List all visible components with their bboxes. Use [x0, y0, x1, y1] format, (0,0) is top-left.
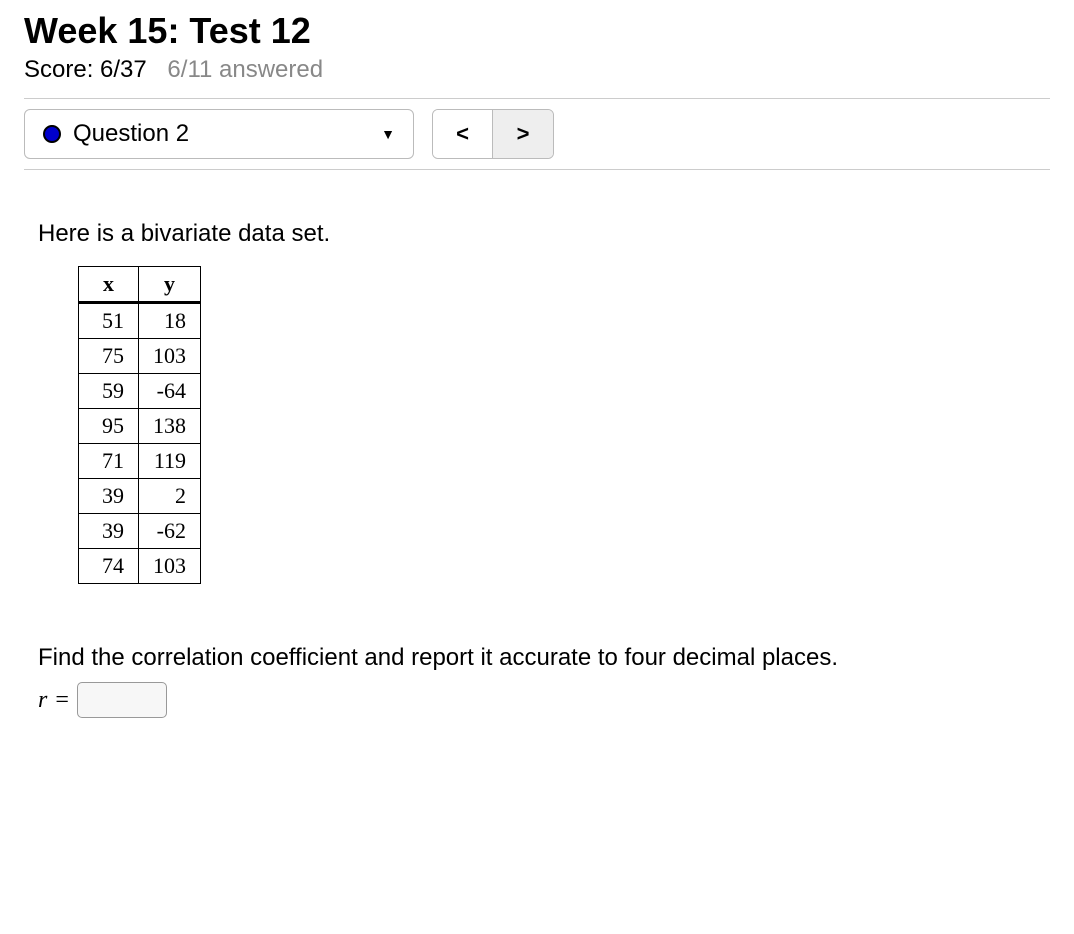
table-header-y: y — [139, 267, 201, 303]
table-row: 71 119 — [79, 444, 201, 479]
table-row: 39 -62 — [79, 514, 201, 549]
nav-bar: Question 2 ▼ < > — [24, 98, 1050, 170]
table-cell: 39 — [79, 514, 139, 549]
table-cell: 18 — [139, 303, 201, 339]
instruction-text: Find the correlation coefficient and rep… — [38, 644, 1036, 672]
table-header-x: x — [79, 267, 139, 303]
table-row: 74 103 — [79, 549, 201, 584]
table-cell: 103 — [139, 549, 201, 584]
answer-input[interactable] — [77, 682, 167, 718]
table-cell: 75 — [79, 339, 139, 374]
table-cell: 59 — [79, 374, 139, 409]
table-row: 39 2 — [79, 479, 201, 514]
table-row: 51 18 — [79, 303, 201, 339]
table-cell: 51 — [79, 303, 139, 339]
score-label: Score: 6/37 — [24, 56, 147, 83]
prev-button[interactable]: < — [433, 110, 493, 158]
table-cell: 2 — [139, 479, 201, 514]
table-cell: 138 — [139, 409, 201, 444]
answered-label: 6/11 answered — [167, 56, 323, 83]
status-dot-icon — [43, 125, 61, 143]
question-label: Question 2 — [73, 120, 189, 148]
data-table: x y 51 18 75 103 59 -64 95 — [78, 266, 201, 584]
question-selector[interactable]: Question 2 ▼ — [24, 109, 414, 159]
equals-sign: = — [55, 687, 69, 714]
chevron-left-icon: < — [456, 121, 469, 147]
score-row: Score: 6/37 6/11 answered — [24, 56, 1050, 98]
question-content: Here is a bivariate data set. x y 51 18 … — [24, 170, 1050, 718]
answer-variable: r — [38, 687, 47, 714]
nav-arrows: < > — [432, 109, 554, 159]
page-title: Week 15: Test 12 — [24, 0, 1050, 56]
table-cell: 39 — [79, 479, 139, 514]
table-cell: 74 — [79, 549, 139, 584]
table-row: 59 -64 — [79, 374, 201, 409]
table-cell: 95 — [79, 409, 139, 444]
chevron-down-icon: ▼ — [381, 126, 395, 142]
next-button[interactable]: > — [493, 110, 553, 158]
table-cell: 71 — [79, 444, 139, 479]
chevron-right-icon: > — [517, 121, 530, 147]
answer-row: r = — [38, 682, 1036, 718]
intro-text: Here is a bivariate data set. — [38, 220, 1036, 248]
table-row: 75 103 — [79, 339, 201, 374]
table-cell: -62 — [139, 514, 201, 549]
table-row: 95 138 — [79, 409, 201, 444]
table-cell: -64 — [139, 374, 201, 409]
table-cell: 103 — [139, 339, 201, 374]
table-cell: 119 — [139, 444, 201, 479]
